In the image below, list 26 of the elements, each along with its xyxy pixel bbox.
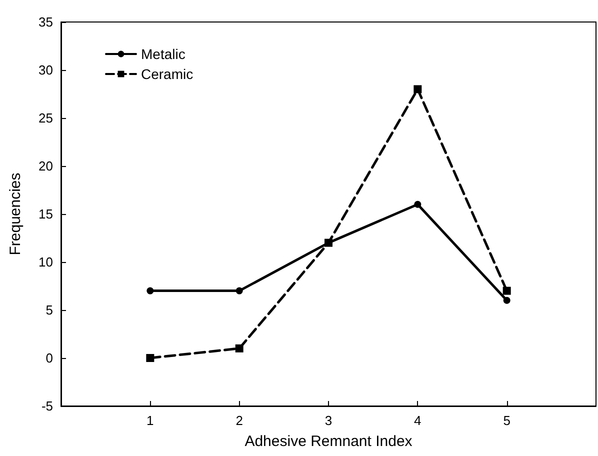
point [503, 296, 510, 304]
y-tick-label: -5 [41, 398, 53, 414]
y-tick-label: 5 [46, 302, 53, 318]
y-axis-title: Frequencies [7, 172, 24, 256]
point [235, 344, 244, 352]
x-tick-label: 4 [414, 413, 422, 428]
y-tick-label: 25 [38, 110, 53, 126]
y-tick-label: 30 [38, 62, 53, 78]
x-tick-label: 5 [503, 413, 510, 428]
point [502, 286, 511, 295]
point [146, 287, 154, 294]
x-tick-label: 2 [236, 413, 243, 428]
y-tick-label: 35 [38, 14, 53, 30]
legend-label: Ceramic [141, 66, 194, 82]
y-tick-label: 0 [46, 350, 53, 366]
x-axis-title: Adhesive Remnant Index [244, 433, 413, 450]
x-tick-label: 3 [324, 413, 332, 428]
y-tick-label: 20 [38, 158, 53, 174]
point [414, 200, 422, 208]
point [146, 354, 154, 362]
point [236, 287, 243, 294]
legend-label: Metalic [141, 46, 186, 62]
x-tick-label: 1 [146, 413, 154, 428]
y-tick-label: 15 [38, 206, 53, 222]
y-tick-label: 10 [38, 254, 53, 270]
point [414, 85, 422, 94]
